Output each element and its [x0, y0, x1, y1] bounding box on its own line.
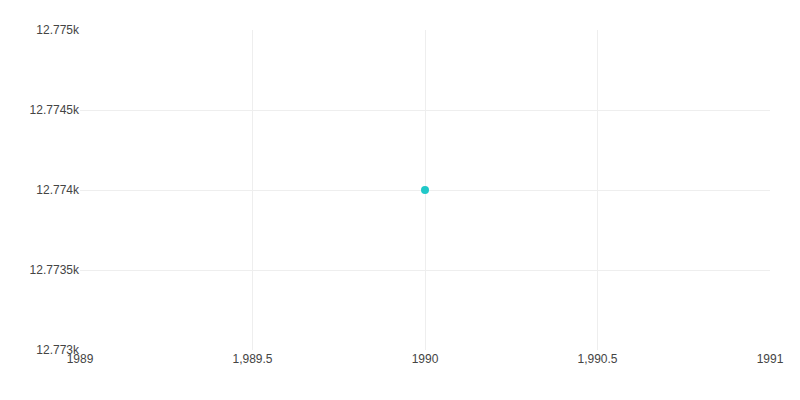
svg-text:1,990.5: 1,990.5 [577, 352, 617, 366]
svg-text:12.773k: 12.773k [36, 343, 80, 357]
svg-text:12.7745k: 12.7745k [30, 103, 80, 117]
svg-text:1989: 1989 [67, 352, 94, 366]
svg-text:12.774k: 12.774k [36, 183, 80, 197]
svg-text:12.7735k: 12.7735k [30, 263, 80, 277]
svg-text:1,989.5: 1,989.5 [232, 352, 272, 366]
svg-text:1990: 1990 [412, 352, 439, 366]
svg-text:1991: 1991 [757, 352, 784, 366]
svg-text:12.775k: 12.775k [36, 23, 80, 37]
